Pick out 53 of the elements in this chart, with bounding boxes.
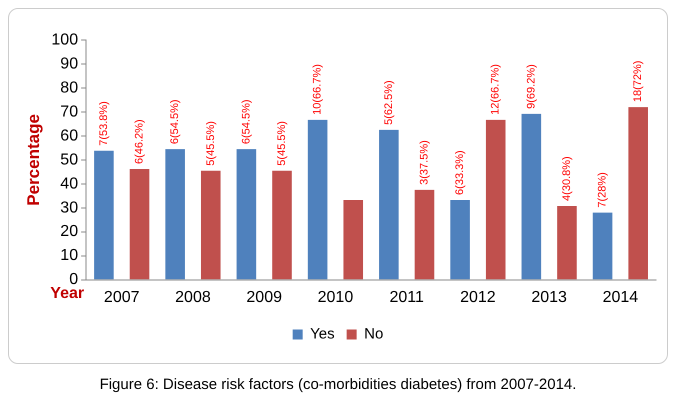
data-label: 9(69.2%) [525,64,538,109]
bar [522,114,542,280]
y-tick-label: 40 [60,175,78,192]
bar [308,120,328,280]
bar [272,170,292,280]
data-label: 3(37.5%) [418,140,431,185]
bar [165,149,185,280]
legend-label: No [364,326,384,343]
data-label: 6(54.5%) [169,99,182,144]
bar [236,149,256,280]
data-label: 4(30.8%) [560,156,573,201]
data-label: 5(45.5%) [204,121,217,166]
y-tick-label: 20 [60,223,78,240]
bar [557,206,577,280]
x-tick-label: 2009 [246,288,282,306]
data-label: 6(46.2%) [134,119,146,164]
y-tick-label: 100 [51,31,78,48]
data-label: 7(28%) [596,172,609,208]
y-tick-label: 80 [60,79,78,96]
legend-label: Yes [310,326,335,343]
bar [628,107,648,280]
bar [414,190,434,280]
y-tick-label: 90 [60,55,78,72]
y-tick-label: 30 [60,199,78,216]
y-tick-label: 10 [60,247,78,264]
data-label: 7(53.8%) [98,101,110,146]
data-label: 6(54.5%) [240,99,252,144]
bar [130,169,150,280]
x-tick-label: 2011 [389,288,424,306]
x-tick-label: 2008 [175,288,211,306]
bar [379,130,399,280]
x-tick-label: 2012 [460,288,496,306]
data-label: 6(33.3%) [454,150,466,195]
x-tick-label: 2007 [104,288,140,306]
data-label: 5(62.5%) [382,80,395,125]
y-axis-title: Percentage [24,114,43,206]
bar [592,212,612,280]
data-label: 12(66.7%) [490,64,502,115]
bar [200,170,221,280]
bar [486,120,506,280]
y-tick-label: 60 [60,127,78,144]
x-tick-label: 2013 [531,288,568,306]
caption: Figure 6: Disease risk factors (co-morbidities diabetes) from 2007-2014. [98,376,578,393]
bar [343,200,364,280]
bar [94,150,114,280]
y-tick-label: 70 [60,103,78,120]
y-tick-label: 50 [60,151,78,168]
data-label: 18(72%) [632,60,644,102]
x-tick-label: 2014 [602,288,638,306]
x-tick-label: 2010 [318,288,354,306]
data-label: 5(45.5%) [276,121,288,166]
data-label: 10(66.7%) [312,64,324,115]
bar [450,200,470,280]
